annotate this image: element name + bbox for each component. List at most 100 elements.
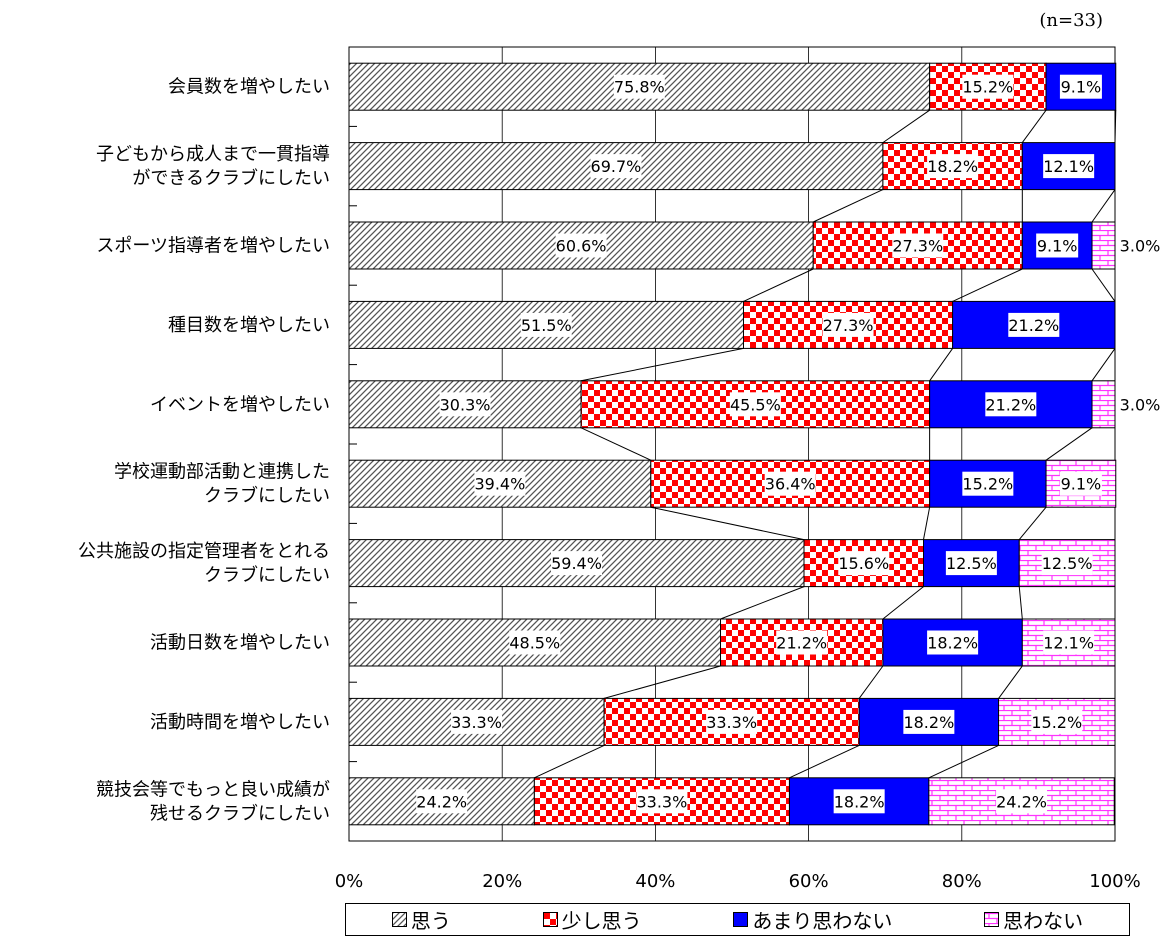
category-label: 活動時間を増やしたい	[150, 712, 330, 733]
data-label: 27.3%	[823, 316, 874, 335]
series-line	[580, 427, 652, 461]
series-line	[1091, 189, 1116, 223]
data-label: 18.2%	[903, 713, 954, 732]
legend-label-omowanai: 思わない	[1003, 909, 1084, 933]
data-label: 24.2%	[416, 792, 467, 811]
data-label: 48.5%	[509, 634, 560, 653]
series-line	[1021, 109, 1047, 143]
bar-omowanai	[1091, 221, 1116, 270]
data-label: 12.1%	[1043, 157, 1094, 176]
series-line	[603, 665, 721, 699]
data-label: 45.5%	[730, 395, 781, 414]
data-label-bg	[1008, 312, 1060, 337]
data-label: 15.6%	[838, 554, 889, 573]
data-label: 15.2%	[1031, 713, 1082, 732]
data-label-bg	[509, 630, 561, 655]
data-label-bg	[729, 392, 781, 417]
data-label-bg	[551, 551, 603, 576]
data-label-bg	[706, 709, 758, 734]
data-label-bg	[1031, 709, 1083, 734]
series-line	[882, 586, 924, 620]
category-label: 会員数を増やしたい	[168, 77, 330, 98]
data-label: 15.2%	[962, 78, 1013, 97]
series-line	[1091, 268, 1116, 302]
x-tick-label: 60%	[789, 871, 829, 892]
data-label-bg	[416, 789, 468, 814]
data-label: 15.2%	[962, 475, 1013, 494]
data-label-bg	[927, 630, 979, 655]
data-label-bg	[822, 312, 874, 337]
legend-label-sukoshi: 少し思う	[561, 909, 642, 933]
data-label-bg	[451, 709, 503, 734]
data-label: 3.0%	[1120, 237, 1161, 256]
series-line	[998, 665, 1023, 699]
data-label: 9.1%	[1037, 237, 1078, 256]
data-label: 33.3%	[706, 713, 757, 732]
bar-sukoshi	[929, 62, 1047, 111]
data-label: 18.2%	[927, 157, 978, 176]
data-label: 9.1%	[1061, 78, 1102, 97]
data-label: 69.7%	[591, 157, 642, 176]
data-label: 21.2%	[776, 634, 827, 653]
data-label-bg	[945, 551, 997, 576]
series-line	[743, 268, 814, 302]
data-label: 12.5%	[946, 554, 997, 573]
category-label: スポーツ指導者を増やしたい	[96, 236, 330, 257]
category-label: 公共施設の指定管理者をとれるクラブにしたい	[78, 541, 330, 586]
data-label-bg	[439, 392, 491, 417]
x-tick-label: 80%	[942, 871, 982, 892]
data-label-bg	[613, 74, 665, 99]
series-line	[812, 189, 884, 223]
data-label: 18.2%	[834, 792, 885, 811]
series-line	[923, 507, 931, 540]
legend-swatch-sukoshi	[542, 912, 558, 927]
series-line	[858, 665, 884, 699]
legend-item-omowanai: 思わない	[984, 905, 1083, 934]
legend-label-omou: 思う	[410, 909, 451, 933]
data-label-bg	[892, 233, 944, 258]
data-label-bg	[776, 630, 828, 655]
data-label-bg	[636, 789, 688, 814]
data-label-bg	[996, 789, 1048, 814]
data-label-bg	[903, 709, 955, 734]
data-label: 12.1%	[1043, 634, 1094, 653]
data-label: 27.3%	[892, 237, 943, 256]
data-label-bg	[962, 471, 1014, 496]
series-line	[952, 268, 1023, 302]
legend-label-amari: あまり思わない	[752, 909, 893, 933]
category-label: 学校運動部活動と連携したクラブにしたい	[114, 462, 330, 507]
data-label-bg	[1036, 233, 1079, 258]
data-label: 18.2%	[927, 634, 978, 653]
series-line	[789, 744, 860, 779]
data-label: 59.4%	[551, 554, 602, 573]
data-label-bg	[1059, 471, 1102, 496]
data-label: 30.3%	[440, 395, 491, 414]
data-label-bg	[474, 471, 526, 496]
legend-swatch-amari	[733, 912, 749, 927]
category-label: 種目数を増やしたい	[168, 315, 330, 336]
data-label: 51.5%	[521, 316, 572, 335]
stacked-bar-chart: 0% 20% 40% 60% 80% 100% 75.8% 15.2% 9.1% 会員数を増やした…	[78, 46, 1161, 892]
data-label-bg	[1043, 154, 1095, 179]
data-label-bg	[1041, 551, 1093, 576]
data-label-bg	[1059, 74, 1102, 99]
category-label: 競技会等でもっと良い成績が残せるクラブにしたい	[96, 779, 330, 824]
x-tick-label: 40%	[635, 871, 675, 892]
series-line	[1018, 586, 1023, 620]
data-label-bg	[833, 789, 885, 814]
category-label: 子どもから成人まで一貫指導ができるクラブにしたい	[96, 144, 330, 189]
sample-size-note: (n=33)	[1039, 10, 1103, 31]
series-line	[929, 348, 954, 382]
data-label: 75.8%	[614, 78, 665, 97]
data-label-bg	[838, 551, 890, 576]
data-label: 33.3%	[636, 792, 687, 811]
data-label-bg	[590, 154, 642, 179]
series-line	[720, 586, 805, 620]
data-label-bg	[520, 312, 572, 337]
data-label: 33.3%	[451, 713, 502, 732]
series-line	[1114, 110, 1117, 143]
series-line	[1045, 427, 1093, 461]
data-label: 60.6%	[556, 237, 607, 256]
x-tick-label: 100%	[1089, 871, 1140, 892]
series-line	[1091, 348, 1116, 382]
